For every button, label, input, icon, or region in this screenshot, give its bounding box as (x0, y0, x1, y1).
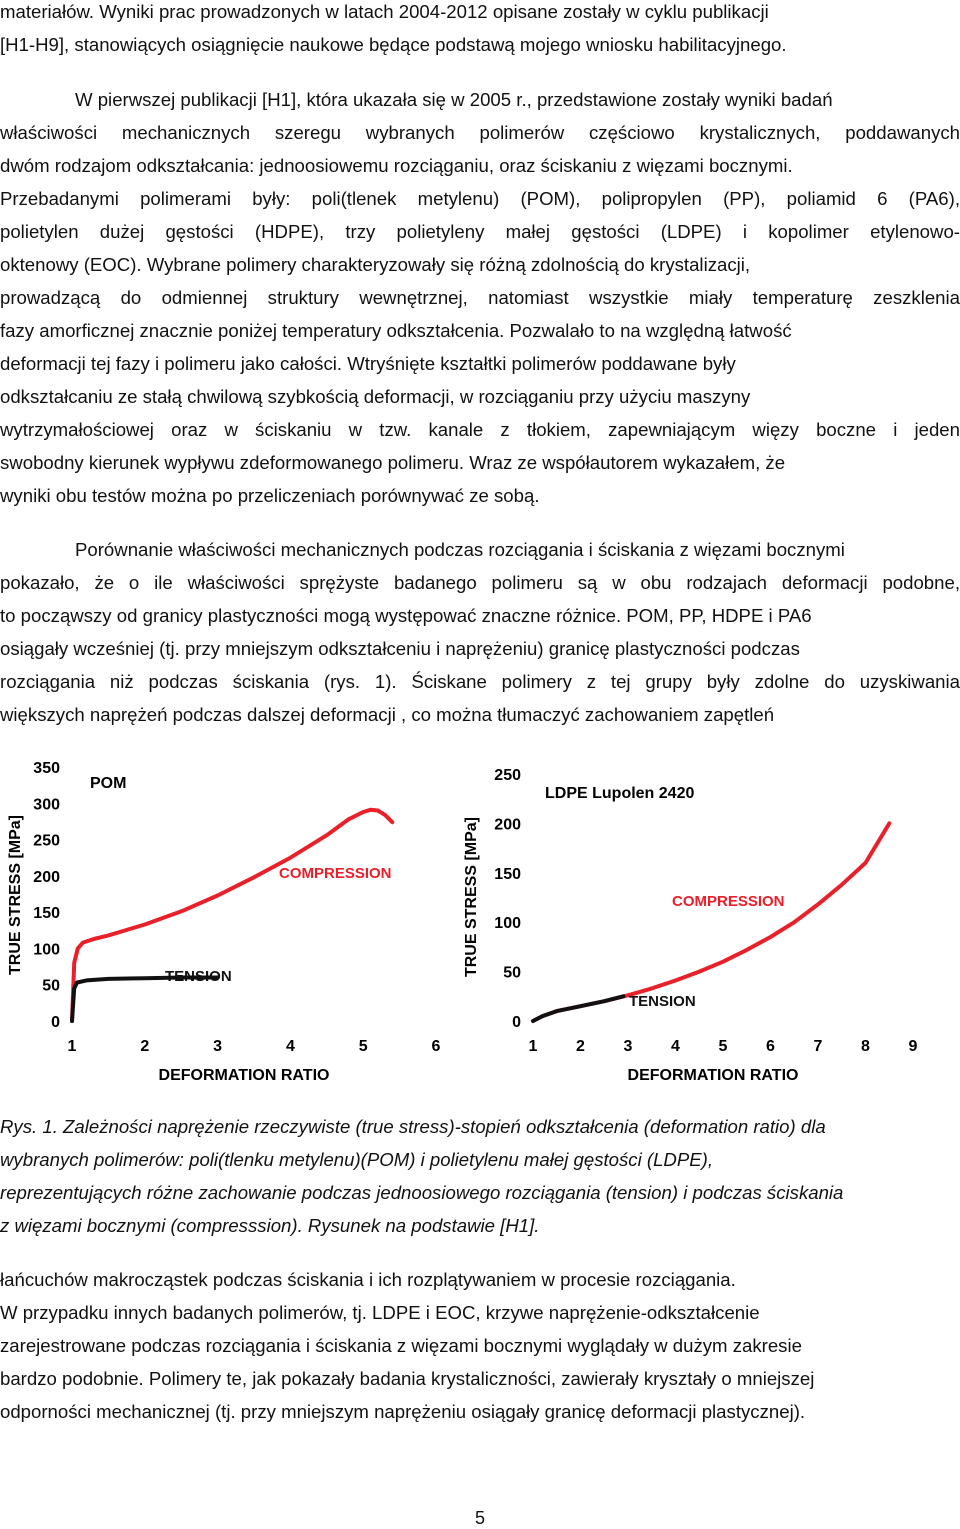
figure-caption-line: Rys. 1. Zależności naprężenie rzeczywist… (0, 1116, 826, 1137)
text-line: łańcuchów makrocząstek podczas ściskania… (0, 1269, 736, 1290)
series-label-tension: TENSION (629, 993, 696, 1010)
y-tick-label: 50 (42, 978, 60, 995)
text-line: Przebadanymi polimerami były: poli(tlene… (0, 188, 960, 209)
x-axis-label: DEFORMATION RATIO (159, 1067, 330, 1084)
text-line: W pierwszej publikacji [H1], która ukaza… (75, 89, 833, 110)
text-line: osiągały wcześniej (tj. przy mniejszym o… (0, 638, 800, 659)
y-tick-label: 0 (51, 1014, 60, 1031)
text-line: oktenowy (EOC). Wybrane polimery charakt… (0, 254, 751, 275)
series-label-compression: COMPRESSION (279, 865, 392, 882)
y-tick-label: 50 (503, 965, 521, 982)
y-tick-label: 0 (512, 1014, 521, 1031)
y-tick-label: 300 (33, 796, 60, 813)
text-line: prowadzącą do odmiennej struktury wewnęt… (0, 287, 960, 308)
y-tick-label: 150 (33, 905, 60, 922)
text-line: zarejestrowane podczas rozciągania i ści… (0, 1335, 802, 1356)
y-tick-label: 200 (33, 869, 60, 886)
y-axis-label: TRUE STRESS [MPa] (7, 815, 24, 975)
series-label-compression: COMPRESSION (672, 893, 785, 910)
series-line-tension (70, 975, 220, 1023)
page-number: 5 (474, 1508, 485, 1528)
series-label-tension: TENSION (165, 968, 232, 985)
x-tick-label: 6 (766, 1038, 775, 1055)
x-tick-label: 2 (140, 1038, 149, 1055)
text-line: odkształcaniu ze stałą chwilową szybkośc… (0, 386, 751, 407)
x-tick-label: 3 (624, 1038, 633, 1055)
x-tick-label: 4 (286, 1038, 295, 1055)
text-line: odporności mechanicznej (tj. przy mniejs… (0, 1401, 806, 1422)
text-line: polietylen dużej gęstości (HDPE), trzy p… (0, 221, 960, 242)
text-line: wyniki obu testów można po przeliczeniac… (0, 485, 540, 506)
x-tick-label: 9 (909, 1038, 918, 1055)
x-tick-label: 5 (719, 1038, 728, 1055)
text-line: właściwości mechanicznych szeregu wybran… (0, 122, 960, 143)
text-line: to począwszy od granicy plastyczności mo… (0, 605, 812, 626)
x-tick-label: 2 (576, 1038, 585, 1055)
y-tick-label: 100 (33, 941, 60, 958)
figure-caption-line: wybranych polimerów: poli(tlenku metylen… (0, 1149, 714, 1170)
text-line: fazy amorficznej znacznie poniżej temper… (0, 320, 792, 341)
x-axis-label: DEFORMATION RATIO (628, 1067, 799, 1084)
text-line: deformacji tej fazy i polimeru jako cało… (0, 353, 736, 374)
x-tick-label: 4 (671, 1038, 680, 1055)
figure-caption-line: z więzami bocznymi (compresssion). Rysun… (0, 1215, 540, 1236)
x-tick-label: 3 (213, 1038, 222, 1055)
text-line: wytrzymałościowej oraz w ściskaniu w tzw… (0, 419, 960, 440)
chart-title: LDPE Lupolen 2420 (545, 785, 694, 802)
chart-title: POM (90, 775, 126, 792)
y-axis-label: TRUE STRESS [MPa] (463, 817, 480, 977)
series-line-tension (531, 994, 626, 1023)
x-tick-label: 5 (359, 1038, 368, 1055)
series-line-compression (531, 821, 892, 1023)
x-tick-label: 8 (861, 1038, 870, 1055)
text-line: materiałów. Wyniki prac prowadzonych w l… (0, 1, 769, 22)
text-line: bardzo podobnie. Polimery te, jak pokaza… (0, 1368, 815, 1389)
text-line: większych naprężeń podczas dalszej defor… (0, 704, 775, 725)
text-line: W przypadku innych badanych polimerów, t… (0, 1302, 760, 1323)
x-tick-label: 1 (529, 1038, 538, 1055)
y-tick-label: 250 (33, 833, 60, 850)
text-line: swobodny kierunek wypływu zdeformowanego… (0, 452, 786, 473)
text-line: Porównanie właściwości mechanicznych pod… (75, 539, 845, 560)
y-tick-label: 200 (494, 816, 521, 833)
x-tick-label: 7 (814, 1038, 823, 1055)
series-line-compression (70, 807, 395, 1023)
text-line: pokazało, że o ile właściwości sprężyste… (0, 572, 960, 593)
y-tick-label: 150 (494, 866, 521, 883)
x-tick-label: 1 (68, 1038, 77, 1055)
text-line: dwóm rodzajom odkształcania: jednoosiowe… (0, 155, 793, 176)
text-line: rozciągania niż podczas ściskania (rys. … (0, 671, 960, 692)
y-tick-label: 100 (494, 915, 521, 932)
text-line: [H1-H9], stanowiących osiągnięcie naukow… (0, 34, 787, 55)
y-tick-label: 350 (33, 760, 60, 777)
x-tick-label: 6 (432, 1038, 441, 1055)
y-tick-label: 250 (494, 767, 521, 784)
figure-caption-line: reprezentujących różne zachowanie podcza… (0, 1182, 844, 1203)
